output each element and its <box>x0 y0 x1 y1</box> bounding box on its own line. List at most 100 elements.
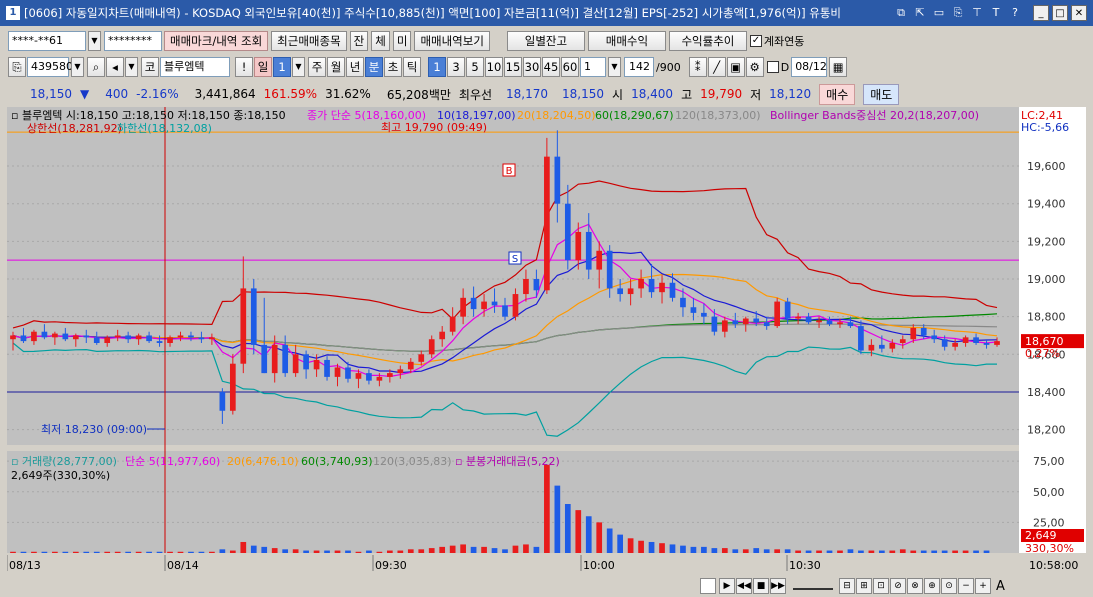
daily-balance-button[interactable]: 일별잔고 <box>506 31 585 51</box>
account-link-checkbox[interactable]: ✓ <box>749 35 762 47</box>
volume-bar <box>219 549 226 553</box>
draw-icon[interactable]: ╱ <box>707 57 726 77</box>
tool2-icon[interactable]: ⊘ <box>890 578 906 594</box>
price-tick-label: 18,200 <box>1027 424 1066 437</box>
minute-1[interactable]: 1 <box>428 57 446 77</box>
high-marker-label: 최고 19,790 (09:49) <box>381 121 487 134</box>
period-number[interactable]: 1 <box>273 57 291 77</box>
period-second[interactable]: 초 <box>384 57 402 77</box>
executed-button[interactable]: 체 <box>371 31 390 51</box>
scroll-track[interactable] <box>700 578 716 594</box>
sell-button[interactable]: 매도 <box>863 83 900 105</box>
current-volume-pct: 330,30% <box>1025 542 1074 555</box>
period-yearly[interactable]: 년 <box>346 57 364 77</box>
price-chart[interactable]: 19,600 19,400 19,200 19,000 18,800 18,600 18,4… <box>7 107 1086 574</box>
plus-icon[interactable]: + <box>975 578 991 594</box>
calendar-icon[interactable]: ▦ <box>829 57 848 77</box>
next-icon[interactable]: ▶▶ <box>770 578 786 594</box>
date-field[interactable]: 08/12 <box>791 57 828 77</box>
volume-bar <box>784 549 791 553</box>
pin-icon[interactable]: ⊤ <box>972 6 982 19</box>
volume-bar <box>879 550 885 553</box>
trade-profit-button[interactable]: 매매수익 <box>587 31 666 51</box>
tool5-icon[interactable]: ⊙ <box>941 578 957 594</box>
code-search-icon[interactable]: ⎘ <box>8 57 26 77</box>
interval-field[interactable]: 1 <box>580 57 606 77</box>
candle-body <box>920 327 927 336</box>
minute-45[interactable]: 45 <box>542 57 560 77</box>
balance-button[interactable]: 잔 <box>349 31 369 51</box>
candle-body <box>125 335 131 340</box>
zoom-in-icon[interactable]: ⊞ <box>856 578 872 594</box>
pending-button[interactable]: 미 <box>392 31 412 51</box>
recent-trades-button[interactable]: 최근매매종목 <box>271 31 347 51</box>
font-size-label[interactable]: A <box>996 578 1005 594</box>
volume-bar <box>795 550 801 553</box>
candle-body <box>355 373 362 379</box>
speaker-icon[interactable]: ◂ <box>106 57 124 77</box>
maximize-button[interactable]: □ <box>1052 5 1068 21</box>
trade-history-button[interactable]: 매매내역보기 <box>414 31 490 51</box>
return-trend-button[interactable]: 수익률추이 <box>668 31 747 51</box>
text-icon[interactable]: T <box>992 6 1000 19</box>
candle-body <box>847 322 854 327</box>
help-icon[interactable]: ? <box>1012 6 1018 19</box>
minute-5[interactable]: 5 <box>466 57 484 77</box>
link-icon[interactable]: ⧉ <box>897 6 905 19</box>
zoom-slider[interactable] <box>793 582 833 590</box>
account-dropdown-icon[interactable]: ▼ <box>88 31 101 51</box>
warning-icon[interactable]: ! <box>235 57 253 77</box>
window-icon[interactable]: ▭ <box>933 6 945 19</box>
password-field[interactable]: ******** <box>104 31 162 51</box>
period-tick[interactable]: 틱 <box>403 57 421 77</box>
candle-body <box>240 288 247 364</box>
search-icon[interactable]: ⌕ <box>87 57 105 77</box>
period-dropdown-icon[interactable]: ▼ <box>292 57 305 77</box>
buy-button[interactable]: 매수 <box>819 83 856 105</box>
price-tick-label: 19,400 <box>1027 198 1066 211</box>
zoom-out-icon[interactable]: ⊟ <box>839 578 855 594</box>
candle-body <box>177 335 184 338</box>
minute-30[interactable]: 30 <box>523 57 541 77</box>
minimize-button[interactable]: _ <box>1033 5 1049 21</box>
minute-60[interactable]: 60 <box>561 57 579 77</box>
candle-body <box>648 279 655 293</box>
tool3-icon[interactable]: ⊗ <box>907 578 923 594</box>
period-monthly[interactable]: 월 <box>327 57 345 77</box>
gear-icon[interactable]: ⚙ <box>745 57 764 77</box>
trade-mark-query-button[interactable]: 매매마크/내역 조회 <box>164 31 269 51</box>
stop-icon[interactable]: ■ <box>753 578 769 594</box>
code-dropdown-icon[interactable]: ▼ <box>71 57 84 77</box>
account-field[interactable]: ****-**61 <box>8 31 86 51</box>
candle-body <box>732 320 739 325</box>
candle-body <box>701 312 707 317</box>
period-daily[interactable]: 일 <box>254 57 272 77</box>
play-icon[interactable]: ▶ <box>719 578 735 594</box>
time-label: 09:30 <box>375 559 407 572</box>
volume-bar <box>261 546 268 553</box>
volume-bar <box>983 550 990 553</box>
tool1-icon[interactable]: ⊡ <box>873 578 889 594</box>
indicator-icon[interactable]: ⁑ <box>688 57 707 77</box>
speaker-dropdown-icon[interactable]: ▼ <box>125 57 138 77</box>
interval-dropdown-icon[interactable]: ▼ <box>608 57 621 77</box>
stock-code-field[interactable]: 439580 <box>27 57 73 77</box>
d-checkbox[interactable] <box>766 61 779 73</box>
candle-body <box>879 344 885 349</box>
close-button[interactable]: ✕ <box>1071 5 1087 21</box>
period-minute[interactable]: 분 <box>365 57 383 77</box>
copy-icon[interactable]: ⎘ <box>953 6 963 19</box>
minute-3[interactable]: 3 <box>447 57 465 77</box>
minute-15[interactable]: 15 <box>504 57 522 77</box>
first-icon[interactable]: ◀◀ <box>736 578 752 594</box>
minute-10[interactable]: 10 <box>485 57 503 77</box>
minus-icon[interactable]: − <box>958 578 974 594</box>
save-icon[interactable]: ▣ <box>726 57 745 77</box>
count-field[interactable]: 142 <box>624 57 654 77</box>
popout-icon[interactable]: ⇱ <box>915 6 925 19</box>
candle-body <box>104 337 111 343</box>
candle-body <box>397 369 404 374</box>
tool4-icon[interactable]: ⊕ <box>924 578 940 594</box>
volume-bar <box>292 549 299 553</box>
period-weekly[interactable]: 주 <box>308 57 326 77</box>
